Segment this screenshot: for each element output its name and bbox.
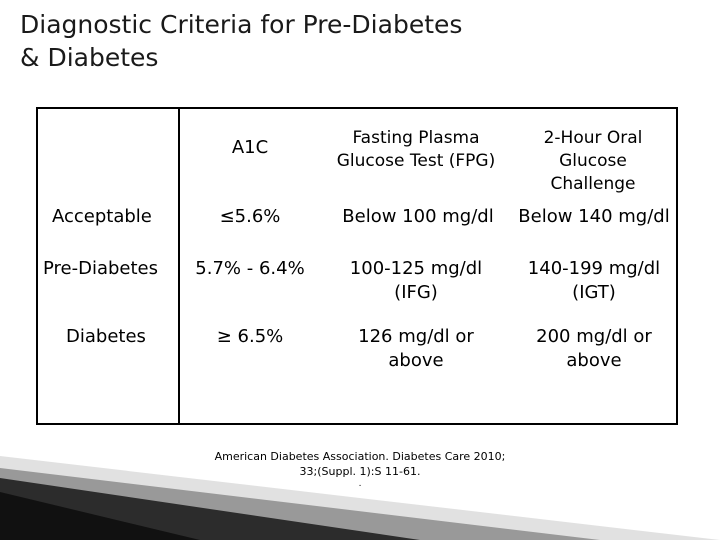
cell-acceptable-a1c: ≤5.6%: [219, 206, 281, 227]
cell-acceptable-fpg: Below 100 mg/dl: [328, 205, 508, 229]
table-column-divider: [178, 109, 180, 423]
citation: American Diabetes Association. Diabetes …: [190, 449, 530, 489]
citation-line-1: American Diabetes Association. Diabetes …: [214, 450, 506, 463]
header-ogtt: 2-Hour Oral Glucose Challenge: [508, 127, 678, 196]
diagnostic-criteria-table: [36, 107, 678, 425]
header-ogtt-line-2: Glucose: [559, 151, 627, 171]
decorative-swoosh: [0, 456, 720, 540]
citation-line-2: 33;(Suppl. 1):S 11-61.: [299, 465, 421, 478]
header-ogtt-line-3: Challenge: [550, 174, 636, 194]
cell-acceptable-fpg-line-1: Below 100 mg/dl: [342, 206, 494, 227]
cell-diabetes-fpg-line-2: above: [388, 350, 444, 371]
swoosh-dark-tip: [0, 492, 200, 540]
cell-diabetes-a1c: ≥ 6.5%: [216, 326, 284, 347]
cell-diabetes-ogtt-line-2: above: [566, 350, 622, 371]
header-ogtt-line-1: 2-Hour Oral: [543, 128, 643, 148]
cell-pre-diabetes-ogtt-line-2: (IGT): [572, 282, 616, 303]
header-fpg: Fasting Plasma Glucose Test (FPG): [316, 127, 516, 173]
row-label-pre-diabetes: Pre-Diabetes: [43, 258, 159, 279]
cell-pre-diabetes-fpg: 100-125 mg/dl (IFG): [326, 257, 506, 305]
header-fpg-line-2: Glucose Test (FPG): [336, 151, 496, 171]
cell-pre-diabetes-fpg-line-2: (IFG): [394, 282, 438, 303]
header-fpg-line-1: Fasting Plasma: [352, 128, 480, 148]
cell-acceptable-ogtt-line-1: Below 140 mg/dl: [518, 206, 670, 227]
cell-diabetes-ogtt-line-1: 200 mg/dl or: [536, 326, 652, 347]
cell-diabetes-fpg: 126 mg/dl or above: [326, 325, 506, 373]
cell-pre-diabetes-fpg-line-1: 100-125 mg/dl: [349, 258, 483, 279]
header-a1c: A1C: [231, 137, 269, 158]
row-label-acceptable: Acceptable: [52, 206, 152, 227]
cell-diabetes-ogtt: 200 mg/dl or above: [510, 325, 678, 373]
cell-pre-diabetes-a1c: 5.7% - 6.4%: [195, 258, 305, 279]
slide-title: Diagnostic Criteria for Pre-Diabetes & D…: [20, 8, 462, 74]
cell-acceptable-ogtt: Below 140 mg/dl: [510, 205, 678, 229]
cell-pre-diabetes-ogtt: 140-199 mg/dl (IGT): [510, 257, 678, 305]
cell-diabetes-fpg-line-1: 126 mg/dl or: [358, 326, 474, 347]
row-label-diabetes: Diabetes: [66, 326, 146, 347]
slide-title-line-2: & Diabetes: [20, 43, 159, 72]
cell-pre-diabetes-ogtt-line-1: 140-199 mg/dl: [527, 258, 661, 279]
slide-title-line-1: Diagnostic Criteria for Pre-Diabetes: [20, 10, 463, 39]
citation-line-3: .: [358, 479, 362, 489]
